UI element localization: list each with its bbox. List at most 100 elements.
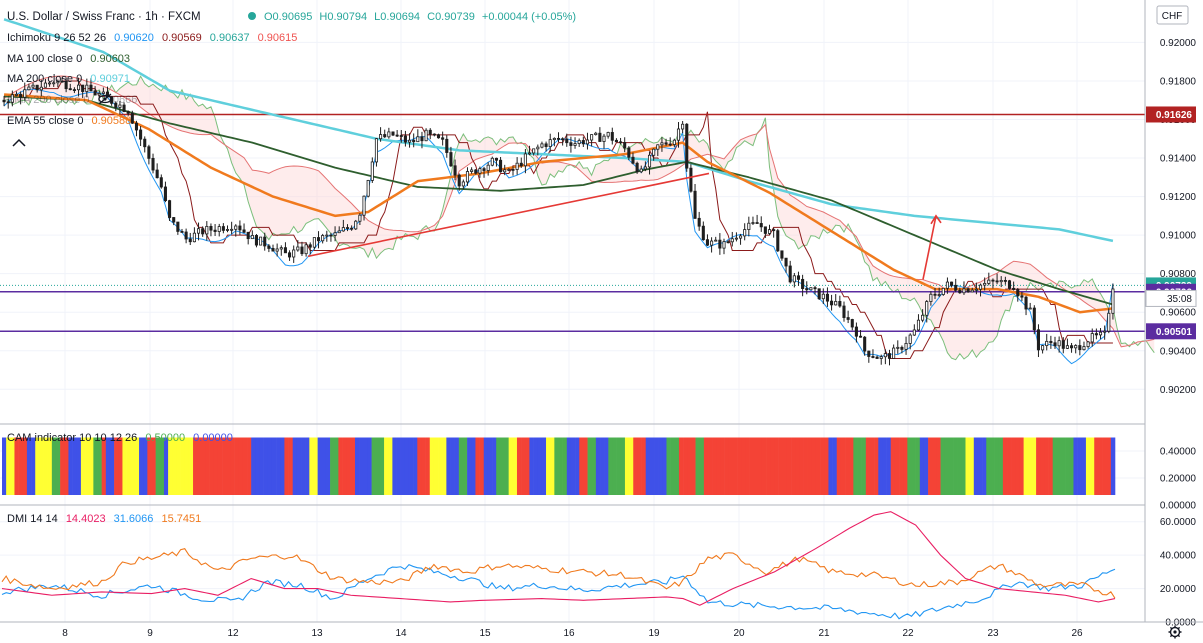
candle-body [908,334,912,344]
cam-bar [1052,437,1058,495]
cam-bar [101,437,107,495]
cam-bar [948,437,954,495]
candle-body [581,140,585,145]
cam-bar [670,437,676,495]
candle-body [809,287,813,291]
candle-body [569,142,573,146]
time-axis[interactable]: 8 9 12 13 14 15 16 19 20 21 22 23 26 [62,628,1083,639]
cam-bar [217,437,223,495]
cam-bar [475,437,480,495]
candle-body [983,283,987,286]
legend-dmi[interactable]: DMI 14 14 14.4023 31.6066 15.7451 [7,513,201,525]
drawings[interactable] [307,172,942,280]
cam-bar [504,437,509,495]
dmi-axis[interactable]: 0.0000 20.0000 40.0000 60.0000 [1160,517,1197,628]
candle-body [825,293,829,302]
dmi-tick-label: 60.0000 [1160,517,1197,528]
cam-bar [234,437,240,495]
candle-body [974,288,978,291]
candle-body [945,281,949,289]
candle-body [978,284,983,290]
legend-ema55[interactable]: EMA 55 close 0 0.90588 [7,115,131,127]
legend-cam[interactable]: CAM indicator 10 10 12 26 0.50000 0.0000… [7,432,233,444]
cam-bar [799,437,804,495]
time-tick-label: 16 [563,628,575,639]
legend-ma200[interactable]: MA 200 close 0 0.90971 [7,73,130,85]
cam-bar [583,437,588,495]
eye-hidden-icon[interactable] [98,93,112,105]
candle-body [635,162,639,173]
collapse-legend-chevron-up-icon[interactable] [12,138,26,147]
cam-bar [483,437,489,495]
legend-ma100[interactable]: MA 100 close 0 0.90603 [7,53,130,65]
cam-bar [305,437,310,495]
candle-body [27,86,31,91]
candle-body [776,230,780,252]
candle-body [296,246,300,251]
cam-bar [915,437,921,495]
cam-axis[interactable]: 0.00000 0.20000 0.40000 [1160,447,1197,512]
candle-body [519,162,523,167]
cam-bar [321,437,327,495]
cam-bar [969,437,975,495]
candle-body [784,257,788,267]
candle-body [412,139,416,143]
candle-body [734,237,738,240]
cam-bar [774,437,779,495]
candle-body [1061,340,1065,349]
candle-body [631,156,635,164]
cam-bar [591,437,597,495]
candle-body [391,131,395,136]
cam-bar [1040,437,1045,495]
dmi-series-dmi_plus [1,563,1116,620]
cam-bar [188,437,194,495]
candle-body [540,143,544,148]
candle-body [474,169,478,174]
trendline [307,172,710,258]
cam-bar [487,437,493,495]
candle-body [19,93,23,98]
cam-bar [1056,437,1062,495]
price-pane[interactable] [0,0,1155,622]
candle-body [763,226,767,234]
cam-bar [500,437,505,495]
cam-bar [51,437,57,495]
candle-body [875,356,879,359]
candle-body [453,165,457,176]
cam-bar [537,437,543,495]
candle-body [449,152,453,167]
cam-bar [375,437,381,495]
price-tick-label: 0.91800 [1160,76,1197,87]
legend-ichimoku[interactable]: Ichimoku 9 26 52 26 0.90620 0.90569 0.90… [7,32,297,44]
currency-badge[interactable]: CHF [1156,5,1189,25]
cam-bar [712,437,717,495]
cam-indicator-pane[interactable] [0,437,1145,506]
arrow-head [930,214,942,225]
candle-body [1041,345,1045,351]
cam-bar [836,437,842,495]
cam-bar [907,437,912,495]
legend-ema200-hidden[interactable]: EMA 200 close 0 0.90666 [7,94,137,106]
candle-body [507,169,511,171]
candle-body [457,174,461,187]
symbol-header[interactable]: U.S. Dollar / Swiss Franc · 1h · FXCM O0… [7,11,576,23]
candle-body [192,232,196,243]
candle-body [660,142,664,146]
cam-bar [525,437,530,495]
price-tick-label: 0.90600 [1160,308,1197,319]
cam-bar [786,437,792,495]
ema55-line [3,93,1114,314]
cam-bar [89,437,94,495]
time-tick-label: 22 [902,628,914,639]
candle-body [420,136,424,142]
candle-body [585,139,590,145]
candle-body [403,135,407,143]
dmi-tick-label: 0.0000 [1165,618,1196,629]
indicator-legend[interactable]: Ichimoku 9 26 52 26 0.90620 0.90569 0.90… [7,32,297,147]
arrow-line [922,215,937,280]
cam-bar [31,437,36,495]
cam-bar [201,437,206,495]
settings-gear-icon[interactable] [1168,625,1182,639]
time-tick-label: 20 [733,628,745,639]
